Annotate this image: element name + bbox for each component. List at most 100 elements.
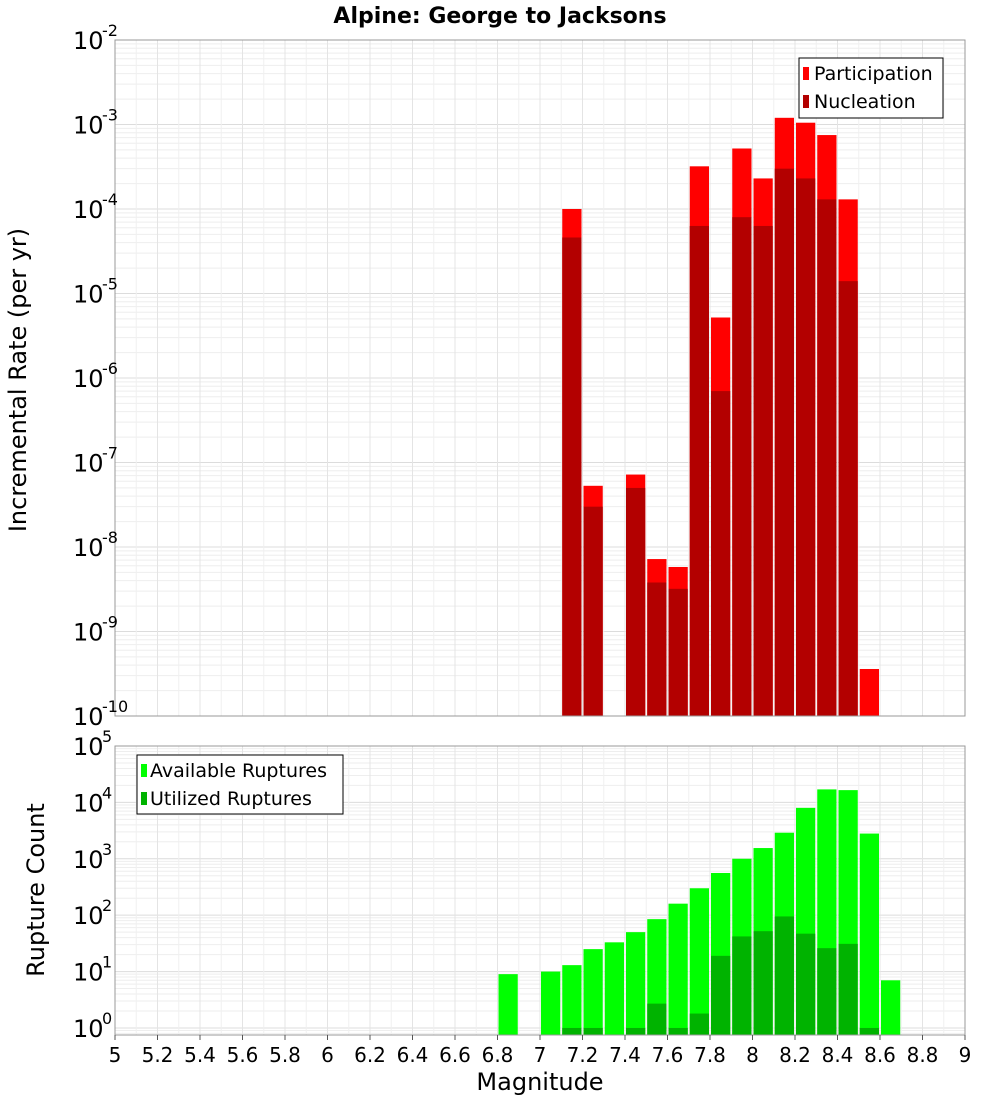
utilized-ruptures-bar (689, 1013, 709, 1035)
top-y-axis-label: Incremental Rate (per yr) (4, 228, 32, 532)
available-ruptures-bar (583, 949, 603, 1035)
utilized-ruptures-bar (626, 1027, 646, 1035)
y-tick-base: 10 (73, 534, 104, 562)
nucleation-bar (668, 588, 688, 716)
utilized-ruptures-bar (732, 936, 752, 1035)
y-tick-base: 10 (73, 959, 104, 987)
y-tick-exponent: 4 (102, 783, 112, 802)
top-legend-box (798, 57, 944, 119)
legend-label-participation: Participation (814, 63, 933, 85)
y-tick-exponent: -2 (102, 21, 118, 40)
available-ruptures-bar (626, 932, 646, 1035)
top-legend: Participation Nucleation (798, 57, 944, 119)
utilized-ruptures-bar (647, 1003, 667, 1035)
nucleation-bar (689, 225, 709, 716)
utilized-ruptures-bar (817, 948, 837, 1035)
x-tick-label: 8.4 (822, 1043, 854, 1067)
x-tick-label: 7.6 (652, 1043, 684, 1067)
y-tick-exponent: 5 (102, 727, 112, 746)
x-ticks: 5 5.2 5.4 5.6 5.8 6 6.2 6.4 6.6 6.8 7 7.2 7.4 7.6 7.8 8… (109, 1035, 972, 1067)
y-tick-exponent: -5 (102, 275, 118, 294)
x-tick-label: 6.8 (482, 1043, 514, 1067)
x-tick-label: 7.2 (567, 1043, 599, 1067)
x-tick-label: 6.6 (439, 1043, 471, 1067)
utilized-ruptures-bar (711, 955, 731, 1035)
y-tick-label: 105 (73, 727, 112, 761)
bottom-legend: Available Ruptures Utilized Ruptures (136, 754, 344, 815)
available-ruptures-bar (689, 888, 709, 1035)
nucleation-bar (774, 168, 794, 717)
y-tick-base: 10 (73, 450, 104, 478)
legend-swatch-utilized-ruptures (141, 792, 147, 805)
x-tick-label: 8 (746, 1043, 759, 1067)
y-tick-base: 10 (73, 365, 104, 393)
x-tick-label: 8.2 (779, 1043, 811, 1067)
y-tick-base: 10 (73, 112, 104, 140)
y-tick-label: 102 (73, 896, 112, 930)
legend-label-utilized-ruptures: Utilized Ruptures (150, 788, 312, 810)
x-axis-label: Magnitude (476, 1068, 603, 1096)
top-grid (114, 39, 966, 717)
y-tick-label: 101 (73, 953, 112, 987)
y-tick-exponent: -8 (102, 528, 118, 547)
top-y-ticks: 10-210-310-410-510-610-710-810-910-10 (73, 21, 128, 731)
y-tick-label: 10-10 (73, 697, 128, 731)
y-tick-label: 10-6 (73, 359, 118, 393)
x-tick-label: 7.4 (609, 1043, 641, 1067)
x-tick-label: 7.8 (694, 1043, 726, 1067)
y-tick-label: 10-5 (73, 275, 118, 309)
nucleation-bar (753, 225, 773, 716)
utilized-ruptures-bar (583, 1027, 603, 1035)
x-tick-label: 8.8 (907, 1043, 939, 1067)
utilized-ruptures-bar (796, 933, 816, 1035)
y-tick-label: 10-7 (73, 444, 118, 478)
chart-title: Alpine: George to Jacksons (333, 4, 666, 29)
utilized-ruptures-bar (838, 943, 858, 1035)
nucleation-bar (647, 582, 667, 716)
y-tick-label: 10-3 (73, 106, 118, 140)
y-tick-label: 100 (73, 1009, 112, 1043)
utilized-ruptures-bar (774, 916, 794, 1035)
y-tick-base: 10 (73, 1015, 104, 1043)
legend-swatch-available-ruptures (141, 764, 147, 777)
y-tick-base: 10 (73, 846, 104, 874)
top-plot-frame (114, 39, 966, 717)
y-tick-base: 10 (73, 196, 104, 224)
nucleation-bar (562, 237, 582, 717)
top-bars (562, 117, 879, 717)
available-ruptures-bar (881, 980, 901, 1035)
participation-bar (859, 668, 879, 716)
nucleation-bar (838, 281, 858, 716)
y-tick-base: 10 (73, 281, 104, 309)
available-ruptures-bar (859, 833, 879, 1035)
y-tick-base: 10 (73, 703, 104, 731)
y-tick-label: 104 (73, 783, 112, 817)
available-ruptures-bar (541, 971, 561, 1035)
utilized-ruptures-bar (562, 1027, 582, 1035)
nucleation-bar (626, 487, 646, 716)
y-tick-exponent: 1 (102, 953, 112, 972)
top-plot-panel: 10-210-310-410-510-610-710-810-910-10 In… (4, 21, 966, 731)
nucleation-bar (796, 178, 816, 717)
y-tick-base: 10 (73, 619, 104, 647)
utilized-ruptures-bar (859, 1027, 879, 1035)
y-tick-exponent: -9 (102, 613, 118, 632)
bottom-legend-box (136, 754, 344, 815)
x-tick-label: 5.8 (269, 1043, 301, 1067)
x-tick-label: 5.2 (142, 1043, 174, 1067)
x-tick-label: 9 (959, 1043, 972, 1067)
bottom-y-axis-label: Rupture Count (22, 803, 50, 977)
y-tick-base: 10 (73, 789, 104, 817)
y-tick-label: 10-4 (73, 190, 118, 224)
available-ruptures-bar (668, 903, 688, 1035)
utilized-ruptures-bar (668, 1027, 688, 1035)
y-tick-exponent: 2 (102, 896, 112, 915)
x-tick-label: 5.4 (184, 1043, 216, 1067)
y-tick-exponent: 3 (102, 840, 112, 859)
available-ruptures-bar (604, 942, 624, 1035)
y-tick-label: 103 (73, 840, 112, 874)
x-tick-label: 8.6 (864, 1043, 896, 1067)
y-tick-base: 10 (73, 733, 104, 761)
